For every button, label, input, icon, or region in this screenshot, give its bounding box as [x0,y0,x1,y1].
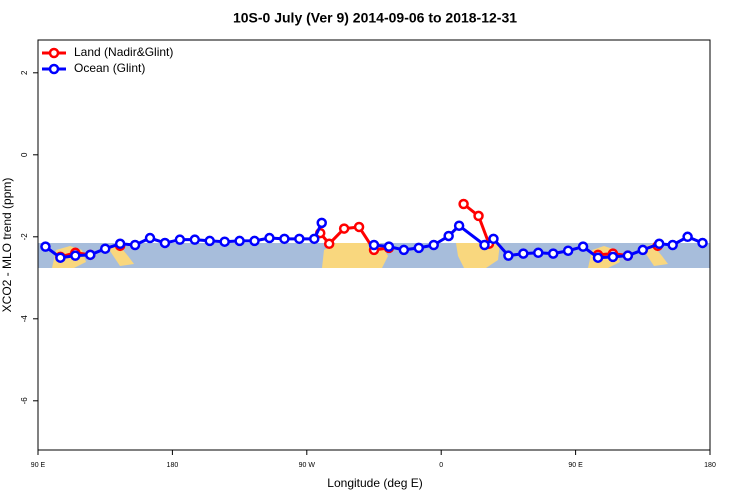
data-point [453,220,465,231]
data-point [607,251,619,263]
data-point [114,238,126,250]
data-point [353,221,365,233]
data-point [413,242,425,254]
data-point [547,248,559,259]
data-point [682,231,693,243]
data-point [533,247,544,259]
data-point [518,248,529,259]
data-point [622,250,634,261]
data-point [234,235,245,247]
data-point [667,239,678,251]
legend-label: Land (Nadir&Glint) [74,45,173,59]
y-tick-label: -6 [20,397,29,405]
data-point [40,241,51,252]
land-patch [642,244,668,266]
data-point [577,241,589,252]
chart-title: 10S-0 July (Ver 9) 2014-09-06 to 2018-12… [233,10,517,26]
x-tick-label: 90 E [31,462,46,469]
data-point [55,252,66,263]
data-point [204,235,215,247]
data-point [323,238,335,250]
data-point [99,243,111,254]
land-patch [456,243,500,268]
plot-frame [37,39,711,451]
data-point [428,239,439,251]
data-point [219,236,230,247]
y-tick-label: 0 [20,152,29,157]
data-point [637,244,649,256]
data-point [70,250,81,261]
data-point [383,241,395,252]
data-point [338,223,350,234]
data-point [368,239,380,251]
y-tick-label: 2 [20,70,29,75]
y-axis-label: XCO2 - MLO trend (ppm) [0,178,14,313]
legend-label: Ocean (Glint) [74,61,145,75]
data-point [189,234,201,245]
data-point [592,252,604,263]
data-point [443,230,454,242]
land-patch [108,244,134,266]
data-point [473,210,484,222]
data-point [653,238,665,250]
data-point [129,239,141,251]
x-axis-label: Longitude (deg E) [327,476,422,490]
x-tick-label: 90 E [568,462,583,469]
x-tick-label: 180 [167,462,179,469]
y-tick-label: -2 [20,233,29,241]
x-tick-label: 0 [439,462,443,469]
data-point [279,233,290,245]
legend-marker [48,63,60,75]
data-point [144,232,156,244]
data-point [503,250,514,261]
data-point [697,237,708,249]
data-point [458,198,469,210]
legend-marker [48,47,60,59]
y-tick-label: -4 [20,315,29,323]
data-point [85,249,96,261]
data-point [309,233,320,245]
data-point [316,217,327,229]
data-point [294,233,305,245]
data-point [174,234,186,245]
data-point [249,235,260,247]
data-point [488,233,499,245]
x-tick-label: 90 W [299,462,316,469]
data-point [398,244,410,256]
x-tick-label: 180 [704,462,716,469]
data-point [479,239,490,251]
data-point [562,245,574,256]
data-point [159,237,171,249]
data-point [264,232,275,244]
